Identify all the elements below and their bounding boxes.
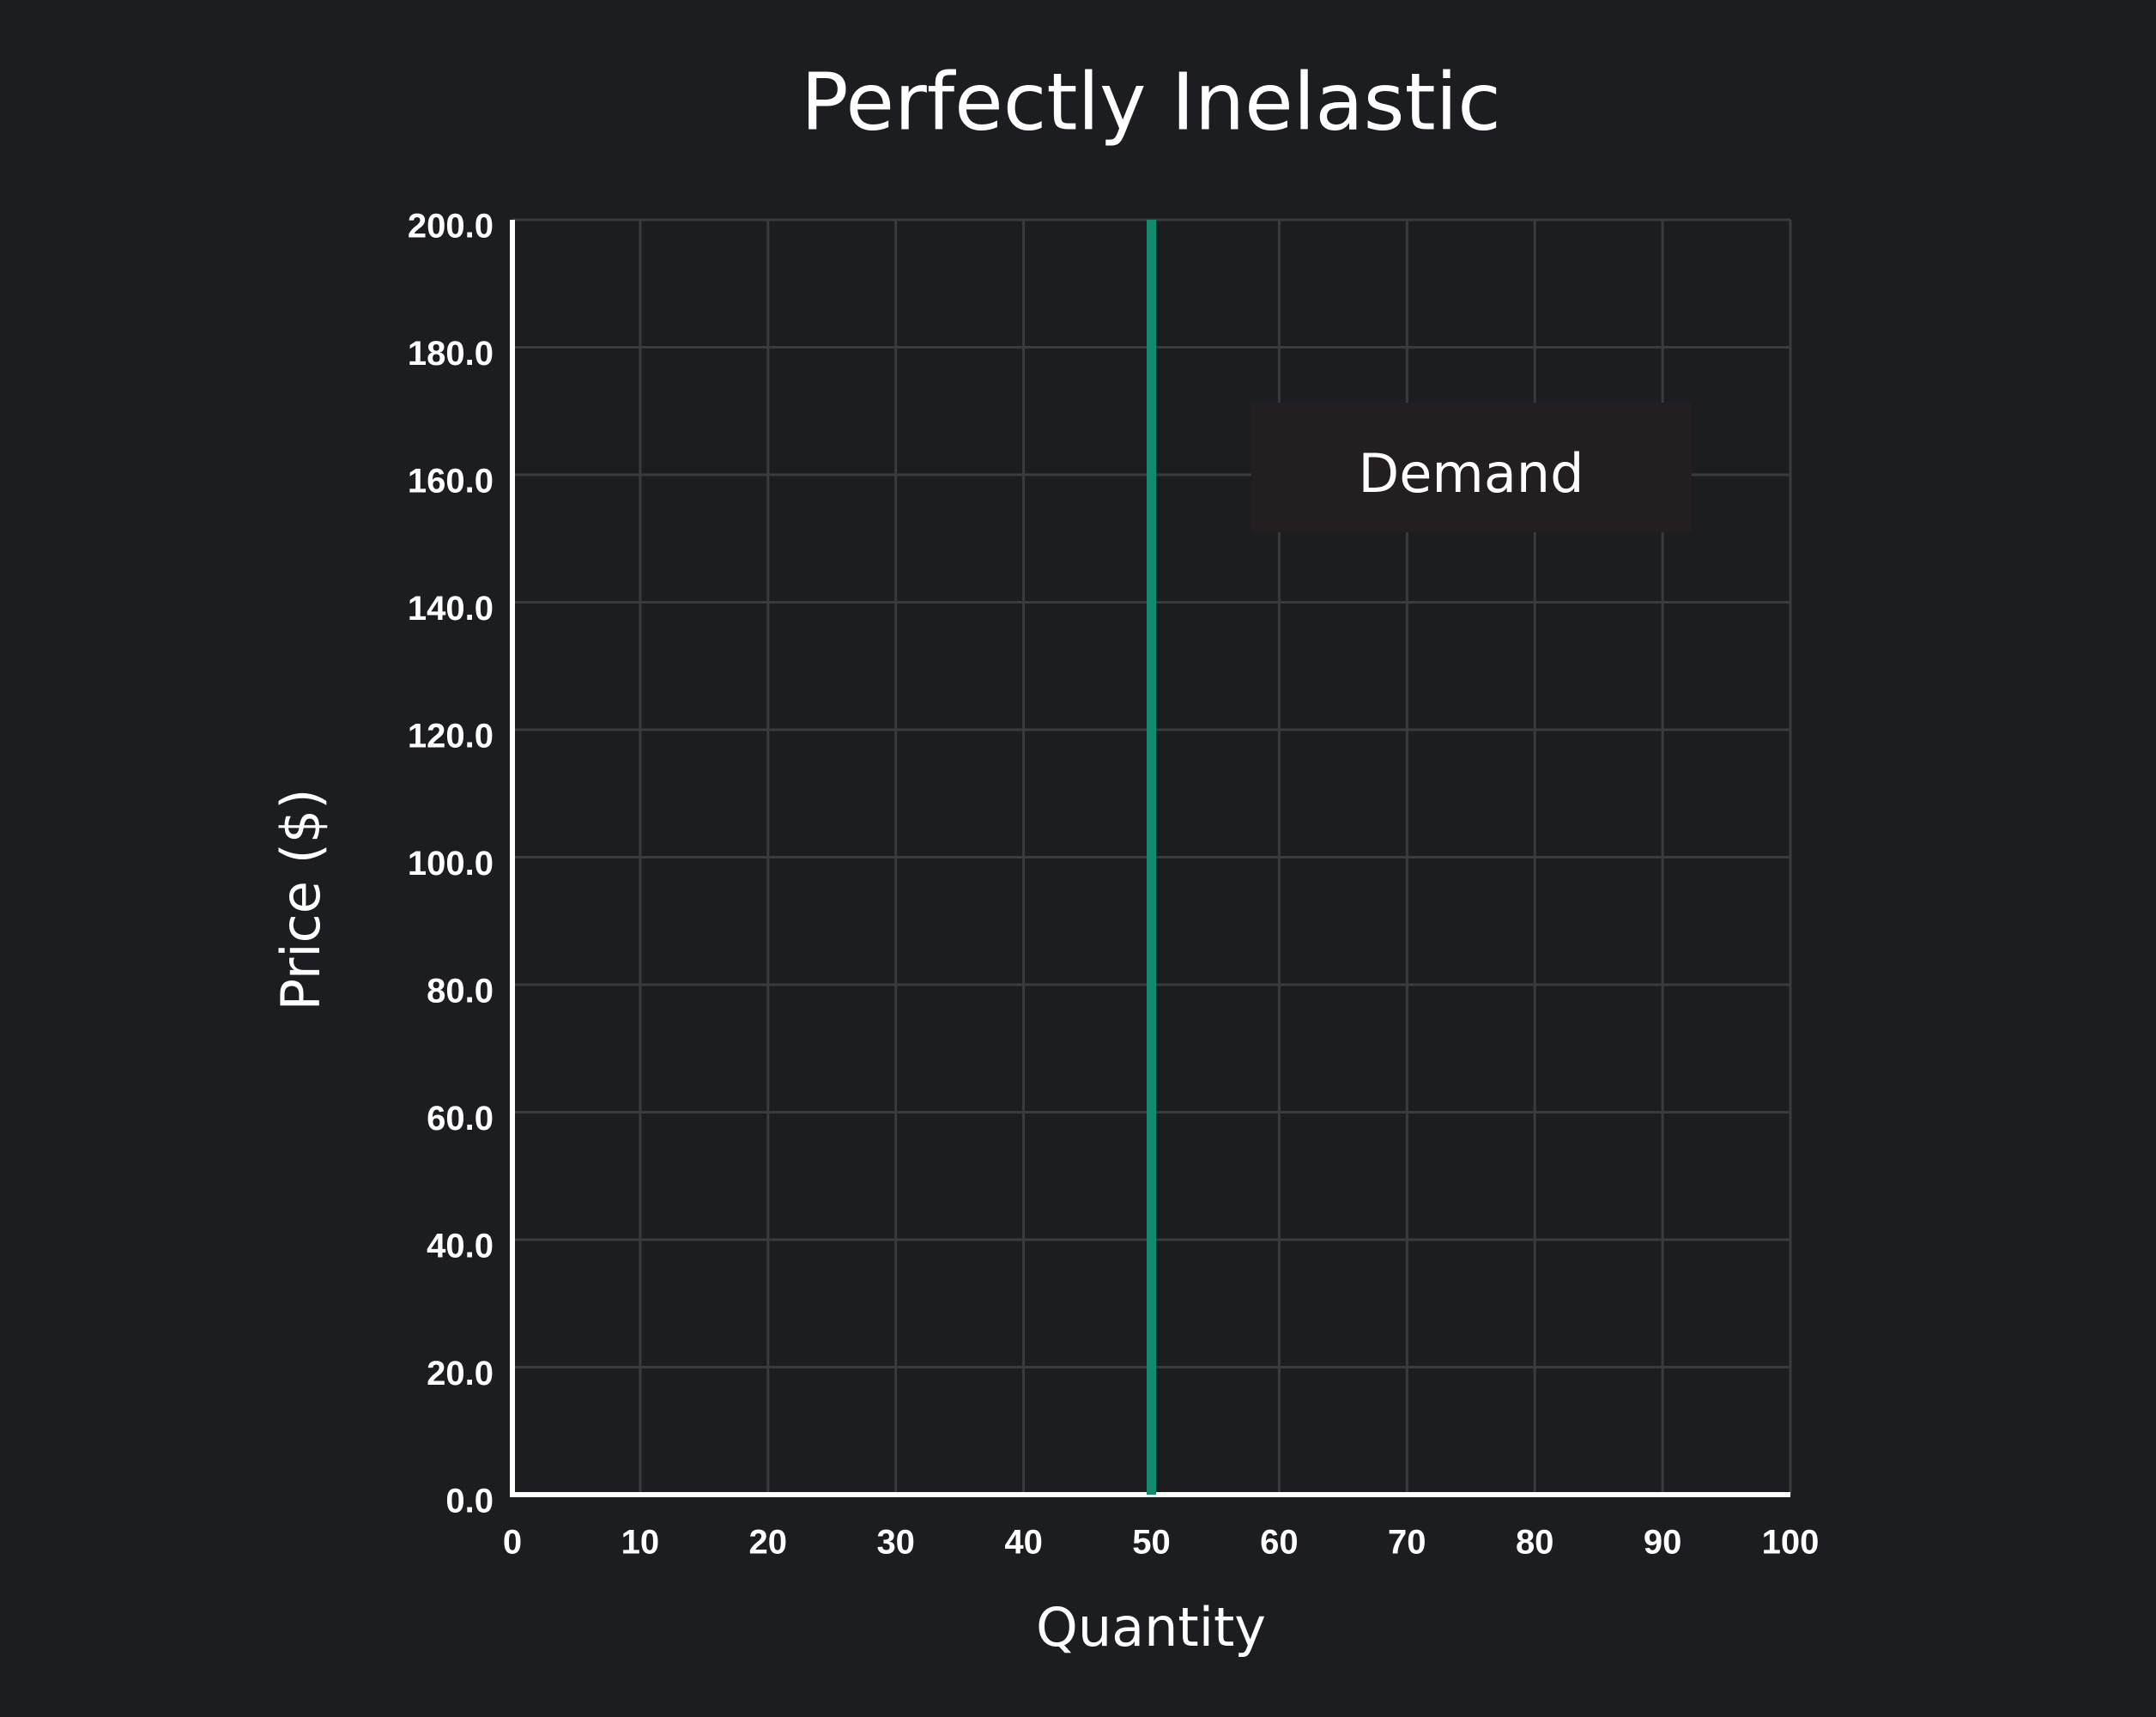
y-tick-label: 140.0: [408, 590, 494, 628]
x-tick-label: 0: [503, 1524, 522, 1562]
y-tick-label: 180.0: [408, 335, 494, 373]
y-axis-label: Price ($): [270, 789, 332, 1011]
y-tick-label: 100.0: [408, 845, 494, 883]
x-tick-label: 90: [1644, 1524, 1682, 1562]
y-tick-label: 160.0: [408, 463, 494, 501]
x-tick-label: 80: [1516, 1524, 1554, 1562]
x-tick-label: 60: [1260, 1524, 1299, 1562]
x-axis-label: Quantity: [1036, 1596, 1266, 1659]
y-tick-label: 80.0: [427, 973, 494, 1010]
x-tick-label: 20: [749, 1524, 788, 1562]
x-tick-label: 70: [1388, 1524, 1426, 1562]
x-tick-label: 10: [621, 1524, 660, 1562]
x-tick-label: 100: [1762, 1524, 1820, 1562]
series-label: Demand: [1359, 442, 1584, 505]
y-tick-label: 0.0: [445, 1483, 494, 1520]
x-tick-label: 50: [1132, 1524, 1171, 1562]
y-tick-label: 40.0: [427, 1228, 494, 1265]
y-tick-label: 200.0: [408, 208, 494, 246]
y-tick-label: 60.0: [427, 1100, 494, 1138]
chart-title: Perfectly Inelastic: [801, 56, 1501, 148]
y-tick-label: 20.0: [427, 1355, 494, 1392]
x-tick-label: 40: [1004, 1524, 1043, 1562]
y-tick-label: 120.0: [408, 718, 494, 755]
x-tick-label: 30: [876, 1524, 915, 1562]
label-box: [1251, 403, 1692, 532]
